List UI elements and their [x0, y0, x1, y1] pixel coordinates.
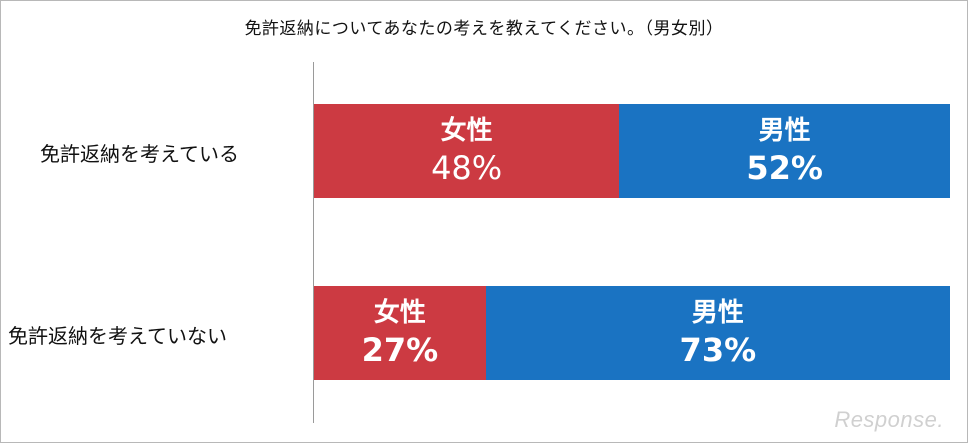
- segment-value-label: 48%: [431, 149, 503, 187]
- segment-value-label: 73%: [679, 331, 757, 369]
- category-label: 免許返納を考えていない: [8, 324, 227, 348]
- bar-segment-female: 女性 27%: [314, 286, 486, 380]
- segment-series-label: 男性: [691, 298, 744, 328]
- category-axis-line: [313, 62, 314, 423]
- chart-title: 免許返納についてあなたの考えを教えてください。（男女別）: [244, 19, 724, 39]
- segment-value-label: 52%: [746, 149, 823, 187]
- stacked-bar: 女性 48% 男性 52%: [314, 104, 950, 198]
- segment-value-label: 27%: [361, 331, 439, 369]
- bar-segment-male: 男性 52%: [619, 104, 950, 198]
- stacked-bar: 女性 27% 男性 73%: [314, 286, 950, 380]
- category-label: 免許返納を考えている: [40, 142, 239, 166]
- response-watermark-logo: Response.: [834, 407, 944, 432]
- segment-series-label: 女性: [440, 116, 493, 146]
- segment-series-label: 女性: [373, 298, 426, 328]
- segment-series-label: 男性: [758, 116, 811, 146]
- bar-segment-female: 女性 48%: [314, 104, 620, 198]
- bar-segment-male: 男性 73%: [485, 286, 950, 380]
